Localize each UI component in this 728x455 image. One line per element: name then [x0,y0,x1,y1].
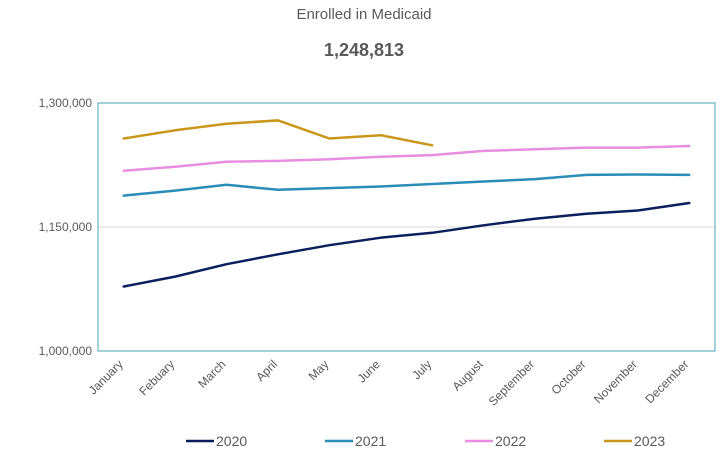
series-line-2020 [122,201,691,288]
chart-subtitle: Enrolled in Medicaid [296,6,432,23]
y-tick-label: 1,000,000 [39,344,93,358]
x-tick-label: January [86,357,126,397]
legend-label-2021: 2021 [355,433,386,449]
x-tick-label: July [409,357,434,382]
series-line-2022 [122,144,691,173]
y-tick-label: 1,300,000 [39,96,93,110]
series-line-2021 [122,173,691,197]
legend-label-2022: 2022 [495,433,526,449]
x-tick-label: December [642,357,691,406]
x-tick-label: April [253,357,280,384]
legend-label-2020: 2020 [216,433,247,449]
headline-value: 1,248,813 [323,40,405,60]
x-tick-label: May [306,357,332,383]
x-tick-label: June [355,357,384,386]
x-tick-label: November [591,357,640,406]
x-tick-label: October [548,357,588,397]
x-tick-label: September [486,357,537,408]
plot-area-border [97,102,716,352]
y-tick-label: 1,150,000 [39,220,93,234]
x-tick-label: Febuary [136,357,177,398]
legend-label-2023: 2023 [634,433,665,449]
series-line-2023 [122,119,434,147]
x-tick-label: August [449,357,486,394]
x-tick-label: March [195,357,228,390]
